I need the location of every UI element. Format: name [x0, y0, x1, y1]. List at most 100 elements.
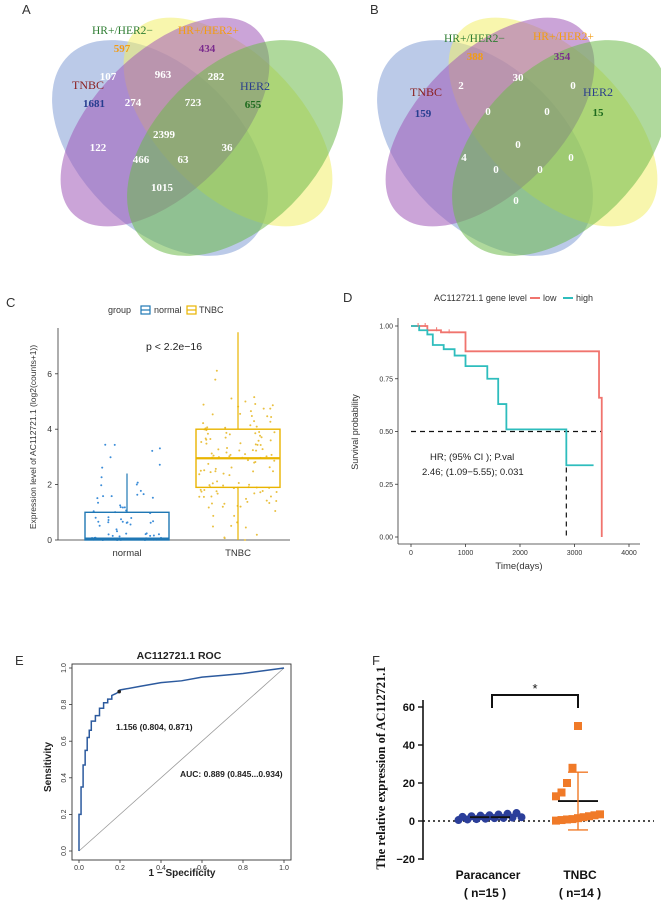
dot-c-tnbc: [260, 436, 263, 439]
dot-c-normal: [104, 443, 107, 446]
dot-c-tnbc: [207, 462, 210, 465]
legend-c-title: group: [108, 305, 131, 315]
ylabel-d: Survival probability: [350, 394, 360, 470]
venn-a-her2-label: HER2: [240, 79, 270, 93]
dot-c-tnbc: [198, 495, 201, 498]
dot-c-normal: [94, 516, 97, 519]
point-tnbc: [568, 815, 577, 824]
dot-c-tnbc: [275, 499, 278, 502]
dot-c-tnbc: [261, 489, 264, 492]
venn-b-tnbc-hrneg-her2: 0: [537, 164, 543, 176]
ylabel-c: Expression level of AC112721.1 (log2(cou…: [28, 345, 38, 530]
km-curve-low: [411, 325, 603, 537]
venn-a-tnbc-hrneg-hrpos: 274: [125, 97, 142, 109]
venn-a: A TNBC HR+/HER2− HR+/HER2+ HER2 1681 597…: [22, 2, 343, 256]
tick-label-e-x: 0.4: [156, 865, 166, 872]
tick-label-d-y: 1.00: [379, 324, 393, 331]
dot-c-tnbc: [214, 378, 217, 381]
significance-bracket: [491, 694, 579, 708]
tick-label-c-y: 6: [47, 369, 52, 379]
dot-c-tnbc: [253, 396, 256, 399]
tick-label-e-x: 0.0: [74, 865, 84, 872]
dot-c-tnbc: [200, 490, 203, 493]
venn-a-tnbc-hrpos-her2: 466: [133, 154, 150, 166]
venn-b-tnbc-hrpos-her2: 0: [493, 164, 499, 176]
venn-b: B TNBC HR+/HER2− HR+/HER2+ HER2 159 388 …: [370, 2, 661, 256]
dot-c-tnbc: [210, 502, 213, 505]
group2-n: ( n=14 ): [559, 886, 601, 900]
tick-label-d-x: 2000: [512, 550, 528, 557]
dot-c-tnbc: [221, 505, 224, 508]
tick-label-d-x: 3000: [567, 550, 583, 557]
dot-c-tnbc: [253, 492, 256, 495]
roc-e: E AC112721.1 ROC Sensitivity 1 − Specifi…: [15, 650, 292, 879]
dot-c-tnbc: [255, 449, 258, 452]
group1-n: ( n=15 ): [464, 886, 506, 900]
venn-b-tnbc-hrneg: 2: [458, 80, 464, 92]
dot-c-normal: [149, 534, 152, 537]
dot-c-normal: [101, 466, 104, 469]
point-tnbc: [557, 816, 566, 825]
dot-c-tnbc: [257, 439, 260, 442]
dot-c-tnbc: [243, 539, 246, 541]
dot-c-tnbc: [275, 491, 278, 494]
dot-c-normal: [107, 533, 110, 536]
dot-c-normal: [158, 463, 161, 466]
box-normal: [84, 511, 170, 541]
dot-c-tnbc: [253, 420, 256, 423]
venn-b-tnbc-only: 159: [415, 108, 432, 120]
tick-label-d-y: 0.25: [379, 482, 393, 489]
dot-c-normal: [121, 520, 124, 523]
km-annotation-1: HR; (95% CI ); P.val: [430, 452, 514, 463]
dot-c-tnbc: [212, 454, 215, 457]
tick-label-c-y: 0: [47, 535, 52, 545]
tick-label-d-x: 0: [409, 550, 413, 557]
tick-label-f-y: −20: [396, 854, 415, 866]
venn-b-hrneg-only: 388: [467, 51, 484, 63]
dot-c-tnbc: [246, 500, 249, 503]
dot-c-normal: [107, 516, 110, 519]
point-tnbc: [596, 810, 604, 819]
roc-threshold-point: [117, 689, 121, 694]
dot-c-tnbc: [210, 452, 213, 455]
dot-c-tnbc: [208, 484, 211, 487]
dot-c-tnbc: [209, 438, 212, 441]
dot-c-tnbc: [203, 469, 206, 472]
dot-c-normal: [152, 520, 155, 523]
dot-c-tnbc: [222, 472, 225, 475]
title-e: AC112721.1 ROC: [137, 650, 222, 662]
dot-c-normal: [125, 521, 128, 524]
legend-d-title: AC112721.1 gene level: [434, 293, 527, 303]
tick-label-e-x: 1.0: [279, 865, 289, 872]
venn-b-hrneg-her2: 0: [568, 152, 574, 164]
dot-c-normal: [97, 501, 100, 504]
dot-c-tnbc: [268, 466, 271, 469]
tick-label-d-y: 0.00: [379, 535, 393, 542]
dot-c-normal: [97, 520, 100, 523]
dot-c-tnbc: [228, 433, 231, 436]
dot-c-tnbc: [245, 497, 248, 500]
venn-a-hrpos-her2: 282: [208, 71, 225, 83]
dot-c-tnbc: [266, 415, 269, 418]
venn-a-hrpos-only: 434: [199, 43, 216, 55]
km-annotation-2: 2.46; (1.09−5.55); 0.031: [422, 467, 524, 478]
dot-c-tnbc: [222, 484, 225, 487]
venn-a-hrneg-hrpos-her2: 723: [185, 97, 202, 109]
dot-c-normal: [107, 518, 110, 521]
venn-a-hrpos-label: HR+/HER2+: [178, 25, 239, 37]
dot-c-tnbc: [223, 537, 226, 540]
dot-c-tnbc: [226, 446, 229, 449]
venn-b-hrneg-label: HR+/HER2−: [444, 33, 505, 45]
dot-c-tnbc: [249, 410, 252, 413]
dot-c-normal: [136, 481, 139, 484]
point-paracancer: [512, 809, 521, 818]
dot-c-normal: [151, 449, 154, 452]
dot-c-tnbc: [238, 449, 241, 452]
dot-c-tnbc: [270, 415, 273, 418]
dot-c-tnbc: [259, 434, 262, 437]
tick-label-c-x: normal: [112, 548, 141, 559]
dot-c-normal: [116, 530, 119, 533]
dot-c-tnbc: [244, 453, 247, 456]
dot-c-tnbc: [205, 438, 208, 441]
dot-c-tnbc: [214, 467, 217, 470]
